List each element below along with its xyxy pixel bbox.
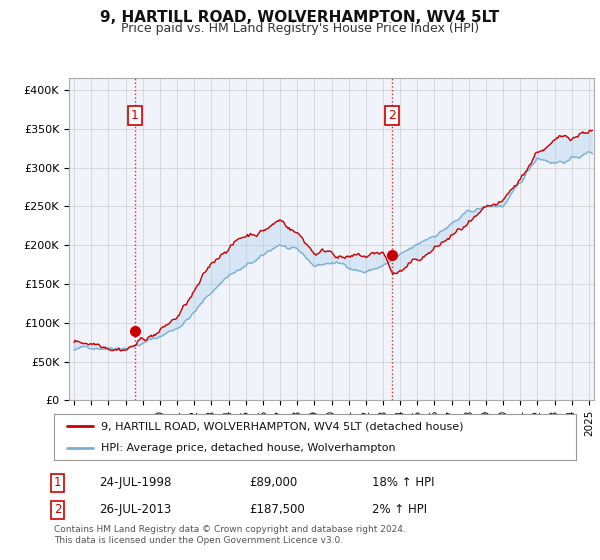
Text: 9, HARTILL ROAD, WOLVERHAMPTON, WV4 5LT (detached house): 9, HARTILL ROAD, WOLVERHAMPTON, WV4 5LT …	[101, 421, 463, 431]
Text: 2% ↑ HPI: 2% ↑ HPI	[372, 503, 427, 516]
Text: £89,000: £89,000	[249, 476, 297, 489]
Text: 24-JUL-1998: 24-JUL-1998	[99, 476, 172, 489]
Text: £187,500: £187,500	[249, 503, 305, 516]
Text: 9, HARTILL ROAD, WOLVERHAMPTON, WV4 5LT: 9, HARTILL ROAD, WOLVERHAMPTON, WV4 5LT	[100, 10, 500, 25]
Text: 2: 2	[54, 503, 62, 516]
Text: 1: 1	[131, 109, 139, 122]
Text: 18% ↑ HPI: 18% ↑ HPI	[372, 476, 434, 489]
Text: Price paid vs. HM Land Registry's House Price Index (HPI): Price paid vs. HM Land Registry's House …	[121, 22, 479, 35]
Text: 1: 1	[54, 476, 62, 489]
Text: Contains HM Land Registry data © Crown copyright and database right 2024.
This d: Contains HM Land Registry data © Crown c…	[54, 525, 406, 545]
Text: 26-JUL-2013: 26-JUL-2013	[99, 503, 171, 516]
Text: 2: 2	[388, 109, 397, 122]
Text: HPI: Average price, detached house, Wolverhampton: HPI: Average price, detached house, Wolv…	[101, 443, 395, 453]
